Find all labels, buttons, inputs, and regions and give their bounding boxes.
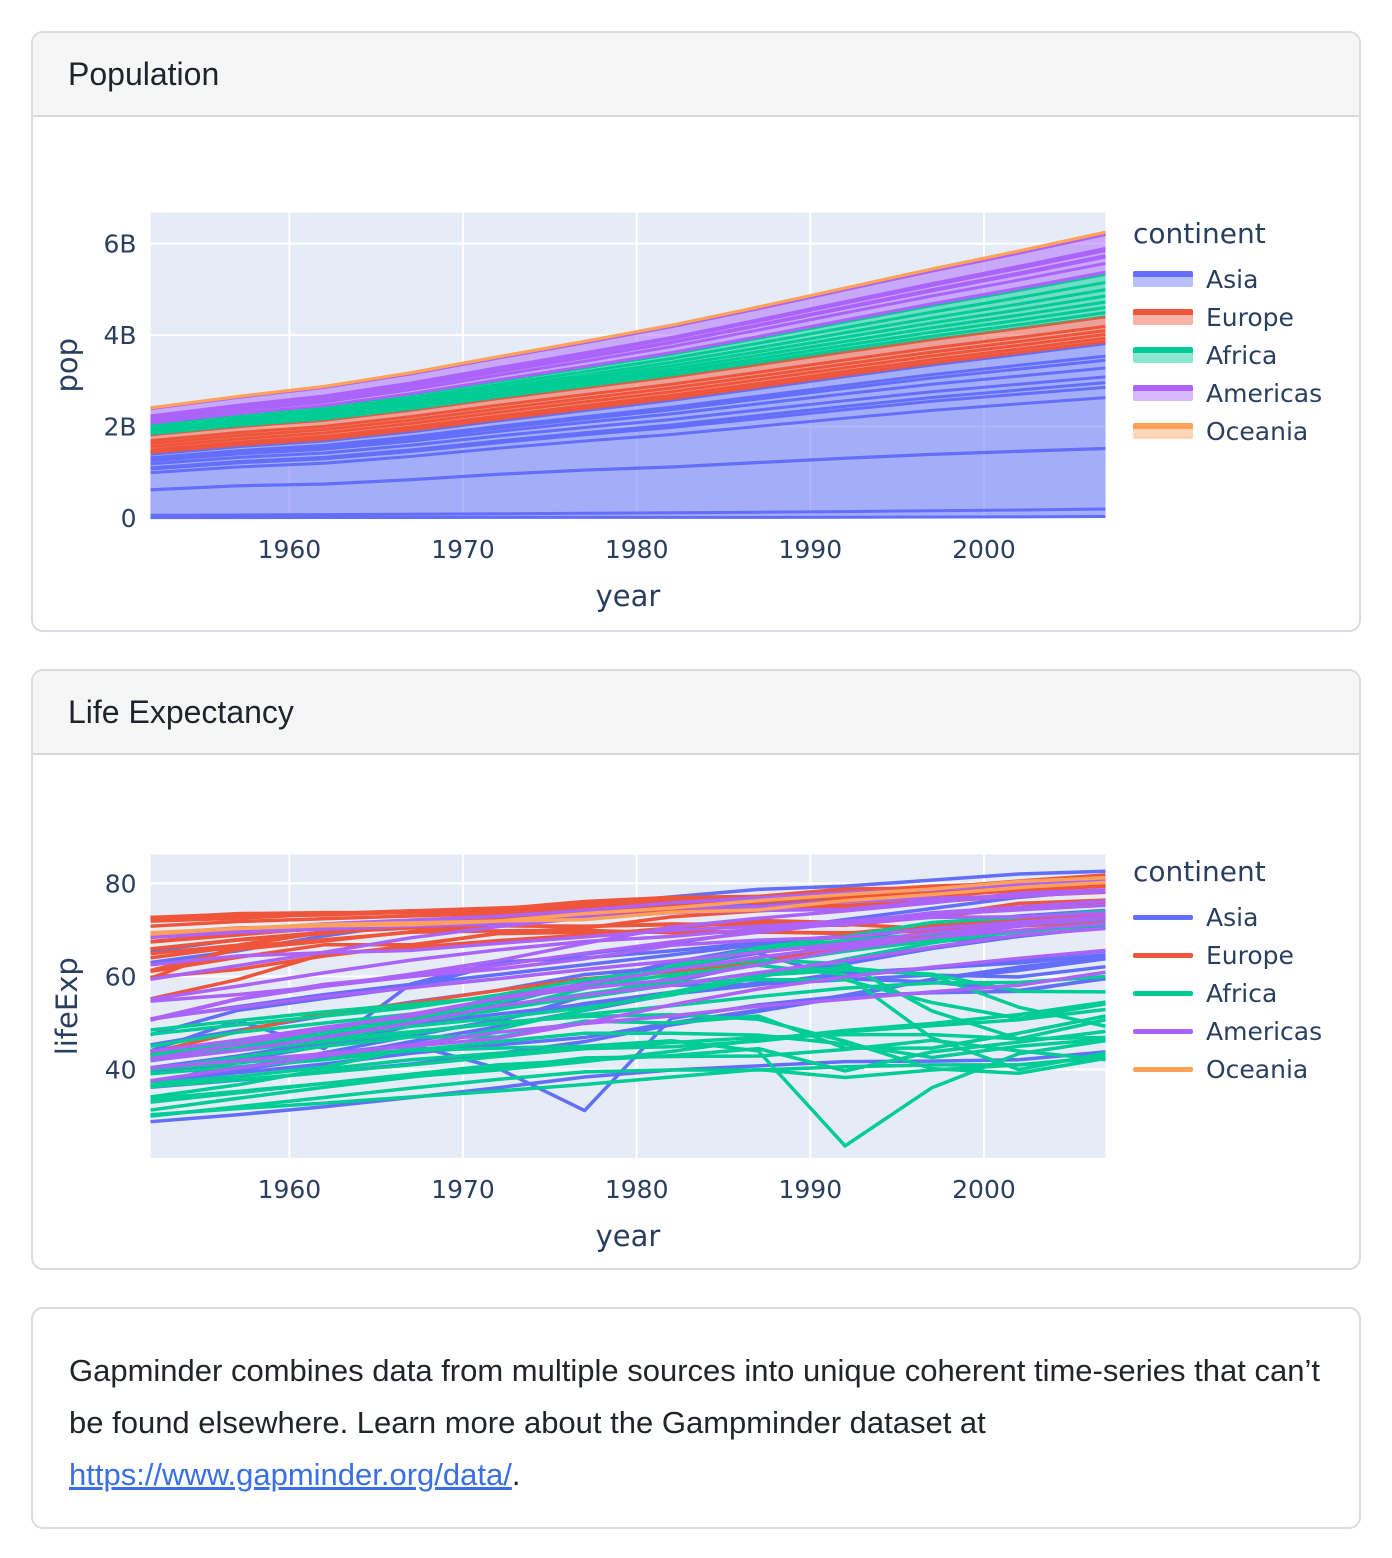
line-ethiopia[interactable]: [150, 1007, 1106, 1099]
legend-label: Africa: [1206, 978, 1278, 1008]
legend-item-africa[interactable]: Africa: [1133, 336, 1322, 374]
legend-item-asia[interactable]: Asia: [1133, 898, 1322, 936]
population-card-header: Population: [33, 33, 1359, 117]
y-axis-title: lifeExp: [50, 957, 84, 1055]
line-somalia[interactable]: [150, 1029, 1106, 1104]
x-axis-title: year: [596, 579, 661, 613]
y-tick-label: 0: [121, 504, 137, 533]
population-card-body: 1960 1970 1980 1990 2000 0 2B 4B 6B year pop conti…: [33, 117, 1359, 630]
population-card-title: Population: [68, 55, 220, 92]
africa-legend-swatch: [1133, 347, 1193, 363]
legend-label: Asia: [1206, 902, 1259, 932]
population-chart[interactable]: 1960 1970 1980 1990 2000 0 2B 4B 6B year pop: [33, 117, 1359, 630]
life-expectancy-card-header: Life Expectancy: [33, 671, 1359, 755]
oceania-legend-swatch: [1133, 1066, 1193, 1072]
asia-legend-swatch: [1133, 271, 1193, 287]
line-haiti[interactable]: [150, 970, 1106, 1083]
line-guatemala[interactable]: [150, 926, 1106, 1062]
area-serbia-united-kingdom-group[interactable]: [150, 316, 1106, 441]
y-tick-label: 40: [105, 1056, 137, 1085]
americas-legend-swatch: [1133, 385, 1193, 401]
line-nigeria[interactable]: [150, 1032, 1106, 1089]
legend-label: Asia: [1206, 264, 1259, 294]
x-tick-label: 1960: [258, 1175, 322, 1204]
legend-title: continent: [1133, 855, 1266, 888]
legend-item-asia[interactable]: Asia: [1133, 260, 1322, 298]
legend-item-americas[interactable]: Americas: [1133, 374, 1322, 412]
line-peru[interactable]: [150, 921, 1106, 1054]
line-zimbabwe[interactable]: [150, 963, 1106, 1072]
legend-item-europe[interactable]: Europe: [1133, 936, 1322, 974]
legend-item-africa[interactable]: Africa: [1133, 974, 1322, 1012]
legend-item-oceania[interactable]: Oceania: [1133, 412, 1322, 450]
x-tick-label: 1980: [605, 1175, 669, 1204]
legend-item-americas[interactable]: Americas: [1133, 1012, 1322, 1050]
population-legend: continent Asia Europe Africa Americas Oceania: [1133, 217, 1322, 450]
about-text-before-link: Gapminder combines data from multiple so…: [69, 1353, 1320, 1440]
line-afghanistan[interactable]: [150, 1050, 1106, 1124]
area-india[interactable]: [150, 397, 1106, 490]
area-china[interactable]: [150, 448, 1106, 516]
life-expectancy-card-title: Life Expectancy: [68, 693, 294, 730]
line-new-zealand[interactable]: [150, 880, 1106, 935]
x-tick-label: 1970: [431, 1175, 495, 1204]
line-gabon[interactable]: [150, 968, 1106, 1086]
about-text: Gapminder combines data from multiple so…: [69, 1345, 1323, 1501]
line-congo-dem-rep[interactable]: [150, 1031, 1106, 1076]
europe-legend-swatch: [1133, 309, 1193, 325]
life-expectancy-chart[interactable]: 1960 1970 1980 1990 2000 40 60 80 year lifeExp: [33, 755, 1359, 1268]
line-uganda[interactable]: [150, 1014, 1106, 1072]
legend-label: Europe: [1206, 940, 1294, 970]
line-brazil[interactable]: [150, 916, 1106, 1021]
gapminder-link[interactable]: https://www.gapminder.org/data/: [69, 1457, 512, 1492]
y-tick-label: 60: [105, 962, 137, 991]
x-tick-label: 1960: [258, 535, 322, 564]
oceania-legend-swatch: [1133, 423, 1193, 439]
x-axis-title: year: [596, 1219, 661, 1253]
legend-label: Europe: [1206, 302, 1294, 332]
area-edge: [150, 515, 1106, 520]
legend-label: Oceania: [1206, 1054, 1309, 1084]
line-botswana[interactable]: [150, 957, 1106, 1041]
line-morocco[interactable]: [150, 922, 1106, 1058]
life-expectancy-legend: continent Asia Europe Africa Americas Oceania: [1133, 855, 1322, 1088]
life-expectancy-card: Life Expectancy 1960 1970 1980 1990 2000 40 60…: [31, 669, 1361, 1270]
x-tick-label: 2000: [952, 1175, 1016, 1204]
area-edge: [150, 230, 1106, 410]
x-tick-label: 1980: [605, 535, 669, 564]
y-tick-label: 80: [105, 869, 137, 898]
europe-legend-swatch: [1133, 952, 1193, 958]
line-mexico[interactable]: [150, 899, 1106, 1021]
y-tick-label: 2B: [103, 413, 136, 442]
x-tick-label: 1970: [431, 535, 495, 564]
line-bolivia[interactable]: [150, 948, 1106, 1070]
legend-item-europe[interactable]: Europe: [1133, 298, 1322, 336]
legend-label: Americas: [1206, 378, 1323, 408]
line-sweden[interactable]: [150, 877, 1106, 923]
legend-label: Oceania: [1206, 416, 1309, 446]
y-tick-label: 6B: [103, 230, 136, 259]
legend-label: Americas: [1206, 1016, 1323, 1046]
x-tick-label: 1990: [779, 535, 843, 564]
legend-title: continent: [1133, 217, 1266, 250]
area-edge: [150, 366, 1106, 463]
life-expectancy-card-body: 1960 1970 1980 1990 2000 40 60 80 year lifeExp co…: [33, 755, 1359, 1268]
about-text-after-link: .: [511, 1457, 521, 1492]
about-card: Gapminder combines data from multiple so…: [31, 1307, 1361, 1529]
line-venezuela[interactable]: [150, 910, 1106, 1001]
y-tick-label: 4B: [103, 321, 136, 350]
x-tick-label: 1990: [779, 1175, 843, 1204]
legend-item-oceania[interactable]: Oceania: [1133, 1050, 1322, 1088]
area-edge: [150, 329, 1106, 446]
population-card: Population 1960 1970 1980 1990 2000 0 2B 4B 6B ye…: [31, 31, 1361, 632]
legend-label: Africa: [1206, 340, 1278, 370]
americas-legend-swatch: [1133, 1028, 1193, 1034]
line-angola[interactable]: [150, 1055, 1106, 1118]
africa-legend-swatch: [1133, 990, 1193, 996]
x-tick-label: 2000: [952, 535, 1016, 564]
asia-legend-swatch: [1133, 914, 1193, 920]
y-axis-title: pop: [50, 338, 84, 393]
